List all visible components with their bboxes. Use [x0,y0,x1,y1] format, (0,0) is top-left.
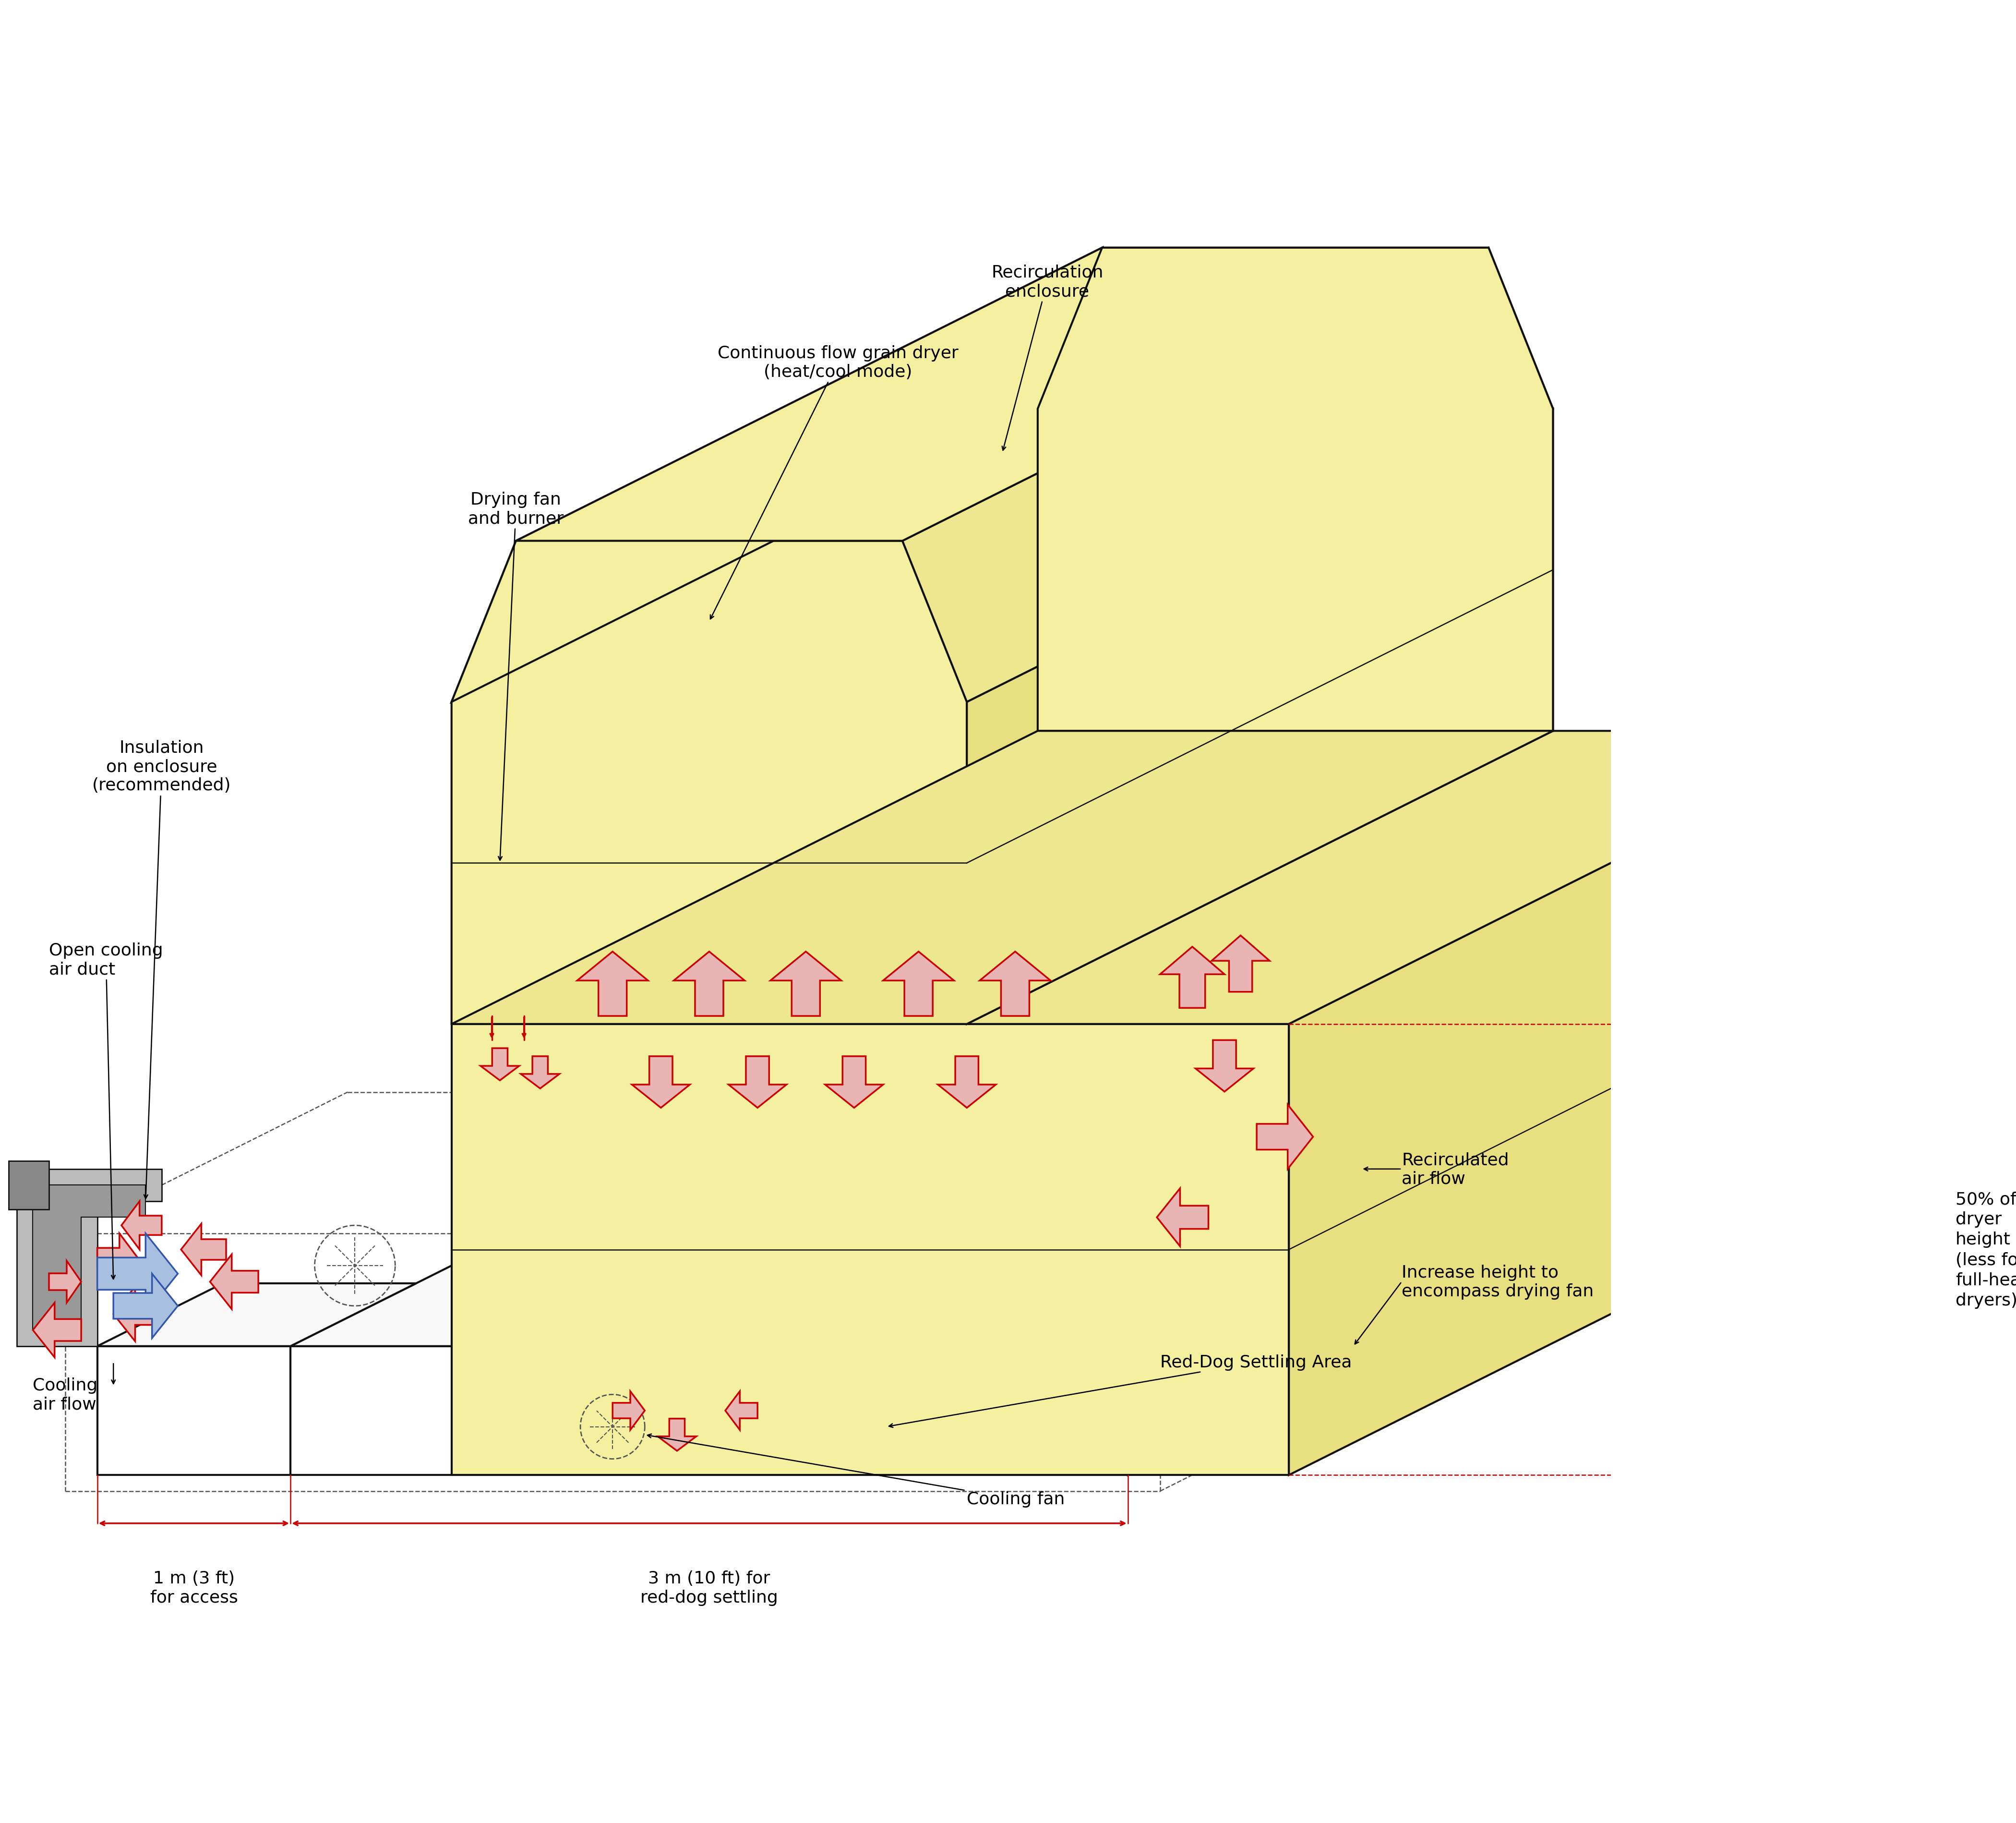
Polygon shape [1159,946,1224,1008]
Polygon shape [520,1056,558,1088]
Polygon shape [577,952,647,1015]
Polygon shape [97,1234,177,1314]
Text: Open cooling
air duct: Open cooling air duct [48,942,163,1280]
Polygon shape [452,1025,1288,1475]
Polygon shape [32,1303,81,1358]
Polygon shape [516,248,1488,541]
Text: 3 m (10 ft) for
red-dog settling: 3 m (10 ft) for red-dog settling [641,1570,778,1606]
Polygon shape [97,1234,137,1282]
Polygon shape [770,952,841,1015]
Polygon shape [452,731,1552,1025]
Polygon shape [113,1274,177,1338]
Polygon shape [728,1056,786,1108]
Polygon shape [452,731,1875,1025]
Polygon shape [673,952,744,1015]
Text: Drying fan
and burner: Drying fan and burner [468,492,564,860]
Text: Insulation
on enclosure
(recommended): Insulation on enclosure (recommended) [93,740,232,1200]
Polygon shape [726,1391,758,1429]
Polygon shape [613,1391,645,1429]
Polygon shape [631,1056,689,1108]
Polygon shape [8,1161,48,1209]
Polygon shape [452,248,1103,702]
Polygon shape [937,1056,996,1108]
Polygon shape [1157,1189,1208,1247]
Polygon shape [1038,248,1552,731]
Polygon shape [290,1345,1127,1475]
Polygon shape [452,541,968,1025]
Polygon shape [1195,1041,1254,1092]
Polygon shape [1127,1032,1756,1475]
Text: Cooling
air flow: Cooling air flow [32,1376,99,1413]
Polygon shape [1256,1105,1312,1169]
Polygon shape [1288,731,1875,1475]
Polygon shape [883,952,954,1015]
Polygon shape [210,1254,258,1309]
Polygon shape [16,1169,161,1345]
Text: 1 m (3 ft)
for access: 1 m (3 ft) for access [149,1570,238,1606]
Text: Continuous flow grain dryer
(heat/cool mode): Continuous flow grain dryer (heat/cool m… [710,345,958,620]
Polygon shape [1212,935,1270,992]
Polygon shape [121,1201,161,1249]
Text: Increase height to
encompass drying fan: Increase height to encompass drying fan [1401,1263,1595,1300]
Text: Recirculation
enclosure: Recirculation enclosure [992,264,1103,450]
Polygon shape [968,408,1552,1025]
Polygon shape [97,1345,290,1475]
Polygon shape [657,1418,696,1451]
Polygon shape [181,1223,226,1276]
Polygon shape [825,1056,883,1108]
Text: Red-Dog Settling Area: Red-Dog Settling Area [889,1354,1353,1427]
Polygon shape [480,1048,520,1081]
Polygon shape [48,1262,81,1303]
Text: Recirculated
air flow: Recirculated air flow [1401,1152,1508,1187]
Polygon shape [290,1032,1756,1345]
Polygon shape [903,248,1552,702]
Polygon shape [113,1287,161,1342]
Polygon shape [980,952,1050,1015]
Polygon shape [32,1185,145,1331]
Polygon shape [97,1283,415,1345]
Text: Cooling fan: Cooling fan [647,1435,1064,1508]
Text: 50% of
dryer
height
(less for
full-heat
dryers): 50% of dryer height (less for full-heat … [1956,1190,2016,1309]
